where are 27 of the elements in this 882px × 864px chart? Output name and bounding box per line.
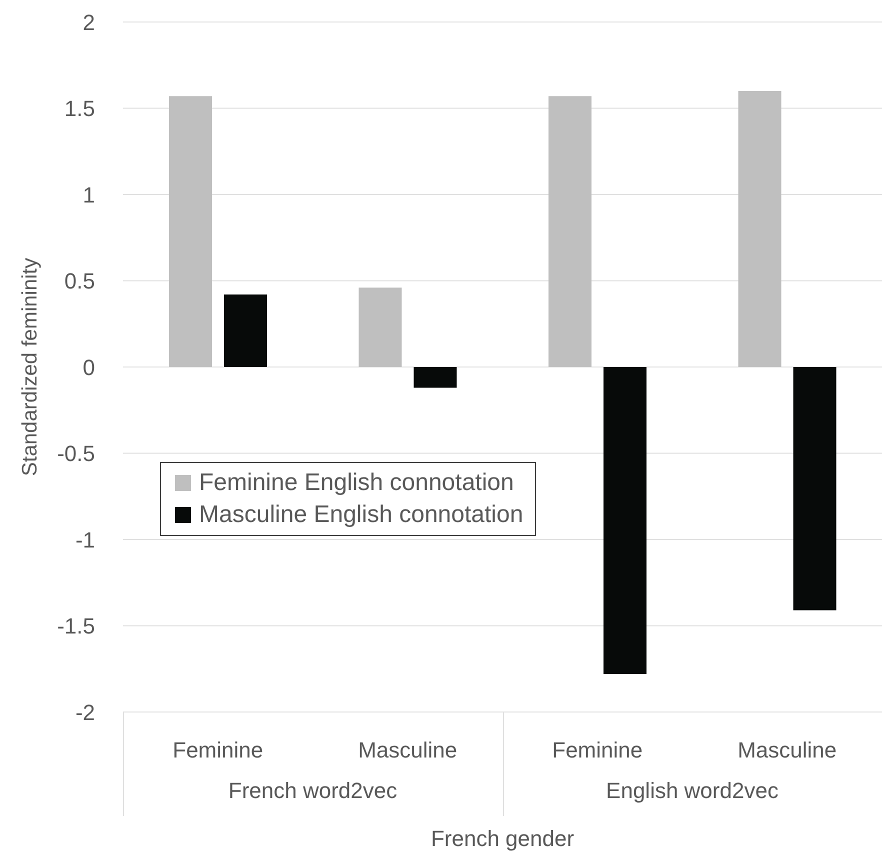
y-tick-label: 0.5 bbox=[64, 268, 95, 294]
y-tick-label: 0 bbox=[82, 354, 95, 380]
x-tick-label: Masculine bbox=[738, 738, 837, 763]
x-axis-title: French gender bbox=[430, 826, 574, 851]
legend-label: Feminine English connotation bbox=[198, 468, 515, 498]
text: English word2vec bbox=[605, 778, 780, 804]
bar bbox=[793, 367, 836, 610]
y-tick-label: 1 bbox=[82, 182, 95, 208]
x-tick-label: Masculine bbox=[358, 738, 458, 763]
x-tick-label: Feminine bbox=[172, 738, 264, 763]
text: French word2vec bbox=[227, 778, 398, 804]
bar bbox=[358, 288, 402, 367]
y-tick-label: 1.5 bbox=[64, 96, 95, 122]
y-tick-label: -2 bbox=[75, 700, 95, 725]
bar bbox=[604, 367, 646, 674]
x-tick-label: Feminine bbox=[552, 738, 643, 763]
bar bbox=[169, 96, 212, 367]
legend-label: Masculine English connotation bbox=[198, 500, 524, 530]
y-axis-title: Standardized femininity bbox=[18, 257, 42, 476]
bar bbox=[414, 367, 457, 388]
bar bbox=[548, 96, 592, 367]
bar bbox=[738, 91, 782, 367]
bar bbox=[224, 294, 267, 367]
y-tick-label: 2 bbox=[82, 10, 95, 35]
y-tick-label: -1 bbox=[75, 527, 95, 552]
y-tick-label: -1.5 bbox=[57, 614, 95, 639]
y-tick-label: -0.5 bbox=[57, 441, 95, 466]
